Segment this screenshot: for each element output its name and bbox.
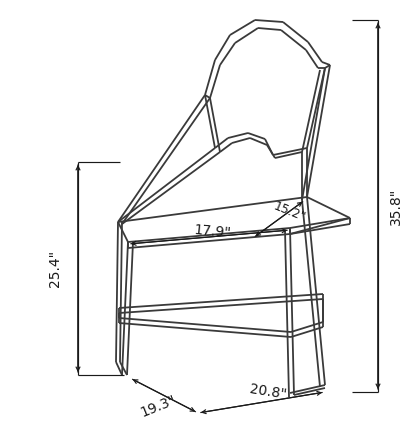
Text: 15.2": 15.2" xyxy=(272,200,308,224)
Text: 17.9": 17.9" xyxy=(193,223,231,241)
Text: 35.8": 35.8" xyxy=(389,187,403,225)
Text: 25.4": 25.4" xyxy=(48,249,62,287)
Text: 20.8": 20.8" xyxy=(248,382,287,402)
Text: 19.3": 19.3" xyxy=(138,392,178,420)
